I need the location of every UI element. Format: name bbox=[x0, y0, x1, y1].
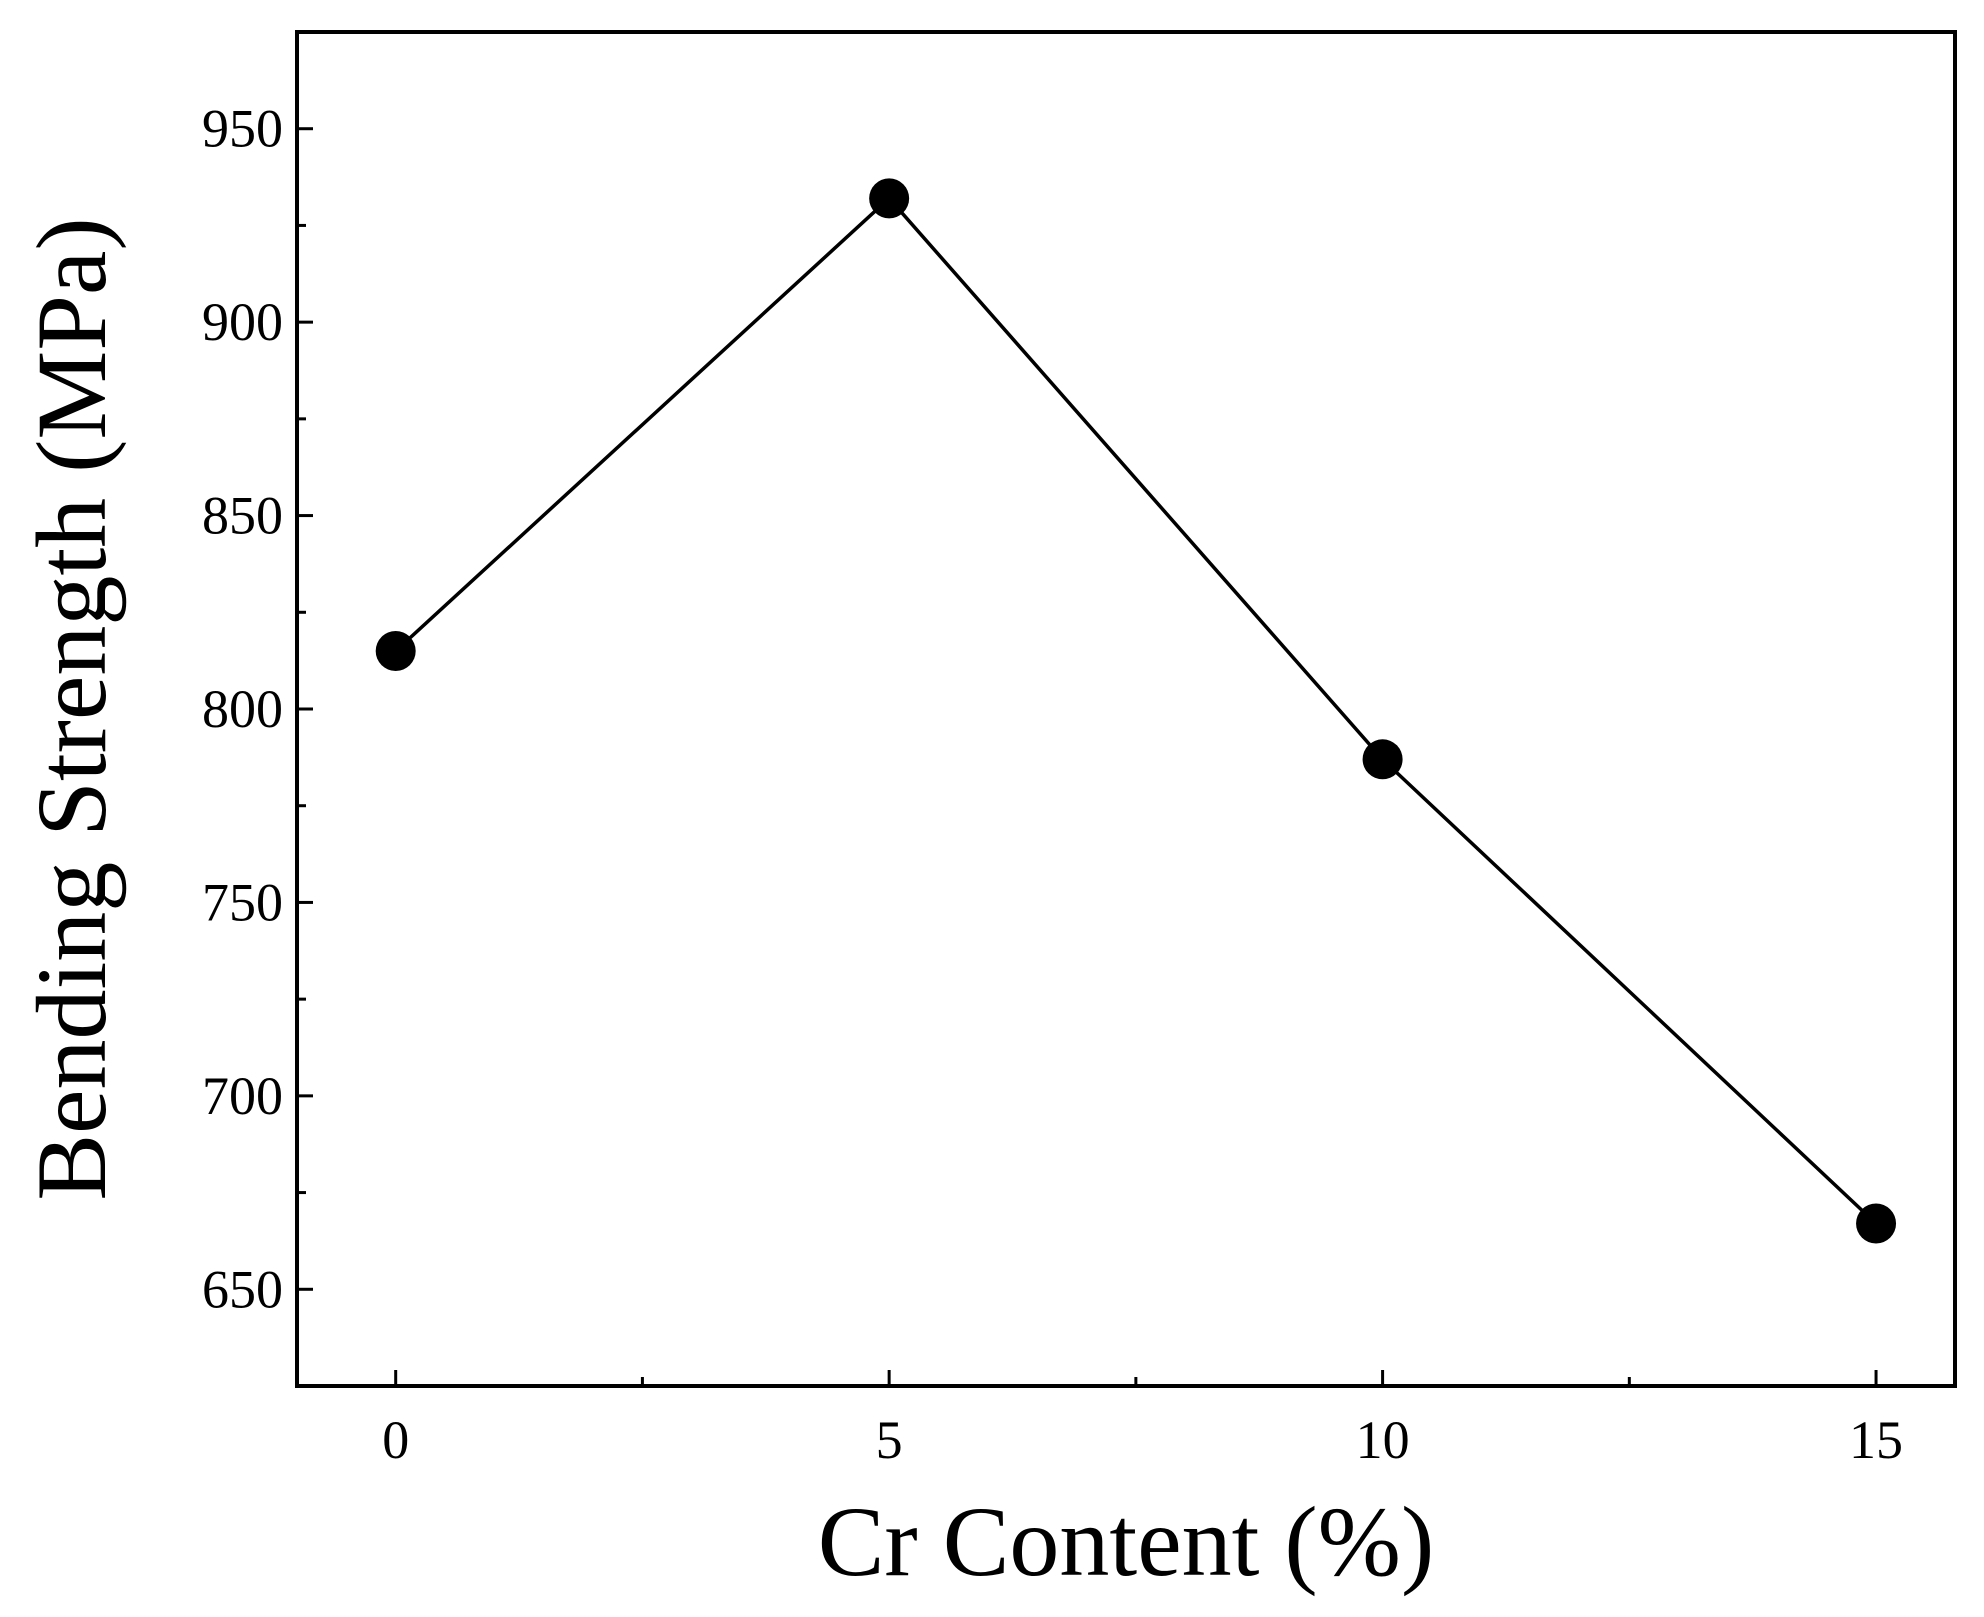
y-axis-title: Bending Strength (MPa) bbox=[16, 217, 127, 1200]
data-point bbox=[375, 630, 416, 671]
y-tick-label: 800 bbox=[202, 679, 283, 739]
series-line bbox=[394, 195, 1878, 1225]
x-axis-title: Cr Content (%) bbox=[818, 1486, 1435, 1597]
y-tick-label: 650 bbox=[202, 1259, 283, 1319]
x-tick-label: 15 bbox=[1849, 1410, 1903, 1470]
x-tick-label: 10 bbox=[1356, 1410, 1410, 1470]
plot-frame bbox=[295, 30, 1957, 1388]
y-tick-label: 700 bbox=[202, 1066, 283, 1126]
y-tick-label: 850 bbox=[202, 486, 283, 546]
x-tick-label: 0 bbox=[382, 1410, 409, 1470]
data-point bbox=[869, 178, 910, 219]
x-tick-label: 5 bbox=[876, 1410, 903, 1470]
series-group bbox=[375, 178, 1897, 1244]
data-point bbox=[1856, 1203, 1897, 1244]
x-axis-ticks: 0 5 10 15 bbox=[382, 1370, 1903, 1470]
data-point bbox=[1362, 739, 1403, 780]
y-axis-ticks: 650 700 750 800 850 900 950 bbox=[202, 99, 313, 1319]
y-tick-label: 900 bbox=[202, 292, 283, 352]
y-tick-label: 750 bbox=[202, 872, 283, 932]
y-tick-label: 950 bbox=[202, 99, 283, 159]
